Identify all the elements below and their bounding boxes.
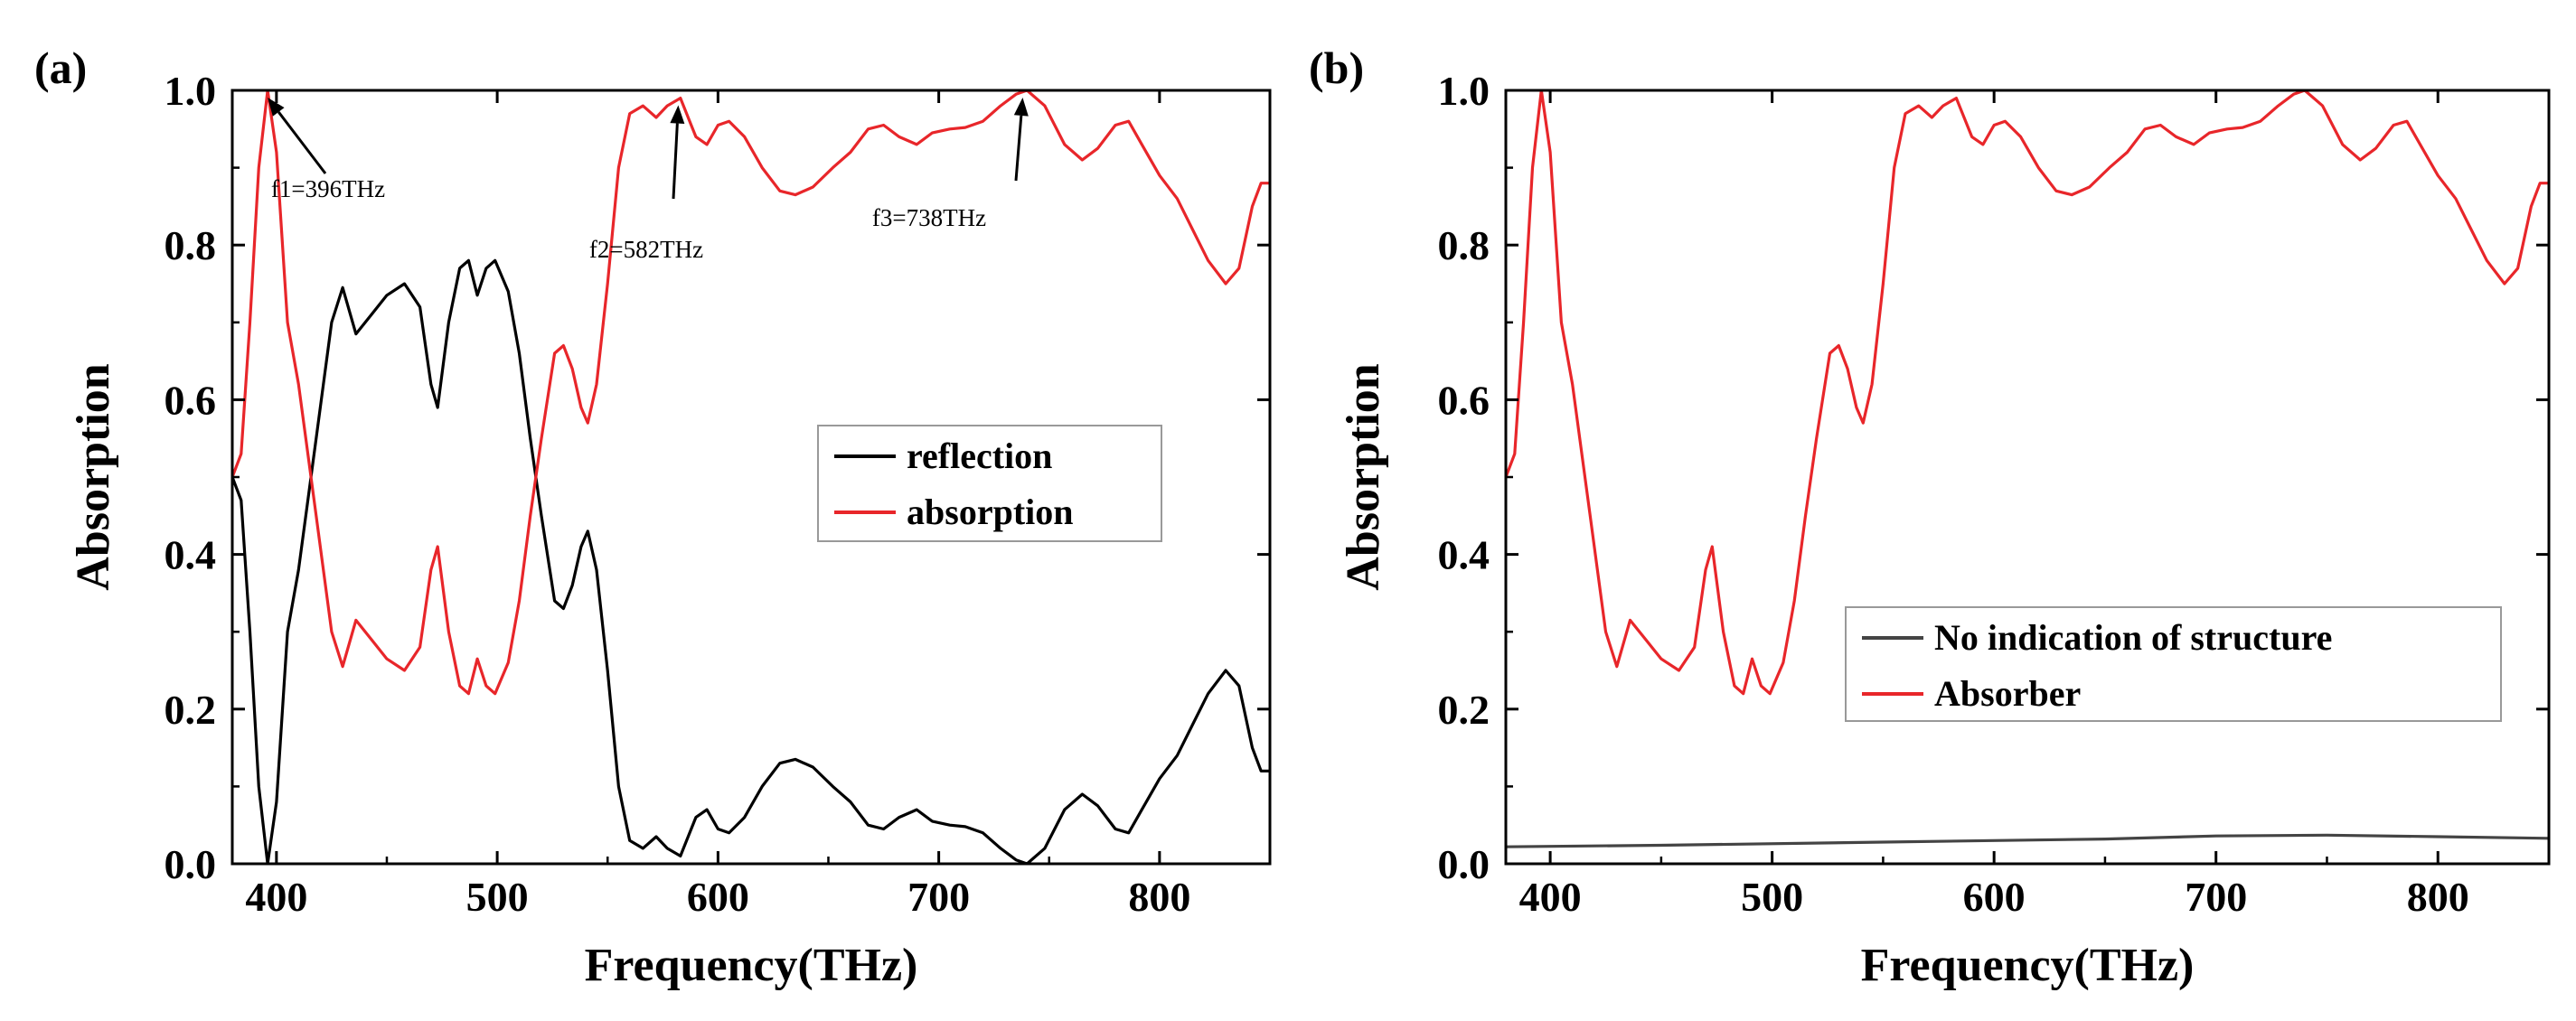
- legend-box: [817, 425, 1162, 542]
- annotation-arrow: [277, 111, 327, 174]
- annotation-arrow: [672, 123, 679, 200]
- y-tick-label: 0.6: [165, 377, 217, 423]
- y-tick-label: 0.4: [1438, 532, 1490, 578]
- plot-frame: [1504, 89, 2551, 866]
- panel-letter: (a): [34, 42, 87, 93]
- y-tick-label: 0.4: [165, 532, 217, 578]
- series-line-no-indication-of-structure: [1506, 833, 2549, 848]
- annotation-arrowhead: [670, 105, 685, 124]
- legend-label: reflection: [907, 436, 1052, 476]
- x-axis-title: Frequency(THz): [585, 940, 918, 991]
- series-line-reflection: [232, 258, 1270, 864]
- x-tick-label: 800: [2407, 874, 2469, 920]
- annotation-arrowhead: [1013, 98, 1029, 117]
- x-tick-label: 400: [245, 874, 307, 920]
- y-axis-title: Absorption: [1338, 363, 1389, 590]
- annotation-arrowhead: [268, 98, 285, 117]
- panel-letter: (b): [1309, 42, 1364, 93]
- y-tick-label: 1.0: [1438, 68, 1490, 114]
- y-tick-label: 0.2: [165, 687, 217, 733]
- legend: No indication of structure Absorber: [1845, 606, 2502, 722]
- chart-panel-b: (b) 400 500 600 700 800 0.0 0.2 0.4 0.6 0.8 1.0 Freq…: [1309, 42, 2551, 991]
- chart-panel-a: (a) 400 500 600 700 800 0.0 0.2 0.4 0.6 0.8 1.0 Freq…: [34, 42, 1272, 991]
- annotation-arrow: [1014, 115, 1023, 182]
- x-tick-label: 600: [687, 874, 749, 920]
- series-line-absorber: [1506, 90, 2549, 696]
- x-tick-label: 400: [1519, 874, 1582, 920]
- x-tick-label: 500: [1741, 874, 1803, 920]
- annotation-label: f2=582THz: [589, 236, 703, 263]
- x-tick-label: 700: [907, 874, 970, 920]
- y-tick-label: 1.0: [165, 68, 217, 114]
- legend-label: Absorber: [1934, 673, 2081, 714]
- series-line-absorption: [232, 90, 1270, 696]
- x-tick-label: 700: [2185, 874, 2247, 920]
- annotation-label: f1=396THz: [271, 175, 385, 202]
- x-tick-label: 500: [466, 874, 529, 920]
- y-tick-label: 0.0: [1438, 841, 1490, 887]
- legend: reflection absorption: [817, 425, 1162, 542]
- y-tick-label: 0.2: [1438, 687, 1490, 733]
- legend-label: absorption: [907, 492, 1074, 532]
- legend-label: No indication of structure: [1934, 617, 2332, 658]
- x-tick-label: 800: [1128, 874, 1190, 920]
- x-tick-label: 600: [1963, 874, 2026, 920]
- x-axis-title: Frequency(THz): [1861, 940, 2195, 991]
- y-tick-label: 0.0: [165, 841, 217, 887]
- annotation-label: f3=738THz: [872, 204, 986, 231]
- y-tick-label: 0.8: [1438, 222, 1490, 268]
- legend-box: [1845, 606, 2502, 722]
- y-tick-label: 0.8: [165, 222, 217, 268]
- y-tick-label: 0.6: [1438, 377, 1490, 423]
- y-axis-title: Absorption: [68, 363, 119, 590]
